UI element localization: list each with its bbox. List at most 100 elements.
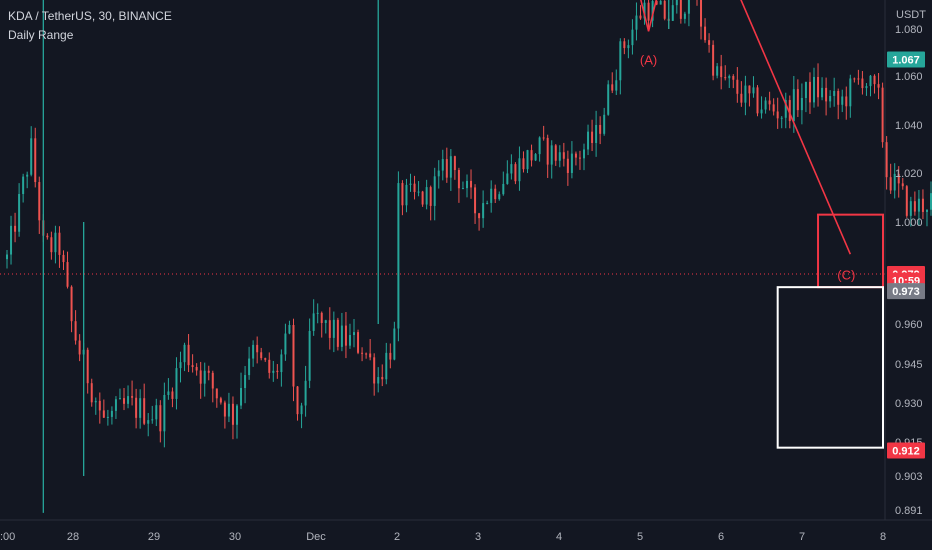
candle-body: [808, 81, 811, 103]
candle-body: [163, 394, 166, 432]
candle-body: [86, 349, 89, 384]
candle-body: [389, 352, 392, 360]
candle-body: [179, 362, 182, 369]
candle-body: [631, 29, 634, 46]
candle-body: [635, 15, 638, 30]
candle-body: [421, 191, 424, 205]
candle-body: [615, 80, 618, 91]
candle-body: [38, 182, 41, 221]
white-target-box[interactable]: [776, 286, 884, 449]
candle-body: [817, 76, 820, 98]
candle-body: [474, 187, 477, 214]
symbol-title[interactable]: KDA / TetherUS, 30, BINANCE: [8, 9, 172, 23]
candle-body: [607, 84, 610, 115]
candle-body: [50, 237, 53, 253]
price-badge-label: 1.067: [892, 55, 920, 67]
candle-body: [603, 114, 606, 134]
candle-body: [425, 187, 428, 205]
price-badge: [887, 51, 925, 68]
time-tick-label: 30: [229, 531, 241, 543]
candle-body: [865, 86, 868, 89]
candle-body: [54, 232, 57, 253]
candle-body: [675, 0, 678, 6]
candle-body: [554, 145, 557, 161]
candle-body: [397, 183, 400, 329]
drawings-layer[interactable]: (A) (C): [0, 0, 885, 449]
candle-body: [26, 174, 29, 177]
candle-body: [708, 40, 711, 45]
price-tick-label: 0.960: [895, 319, 923, 331]
candle-body: [901, 183, 904, 187]
price-tick-label: 0.891: [895, 505, 923, 517]
wave-label: (A): [640, 52, 657, 67]
candle-body: [74, 321, 77, 341]
candle-body: [199, 370, 202, 384]
candle-body: [272, 370, 275, 373]
candle-body: [385, 352, 388, 380]
candle-body: [671, 5, 674, 21]
candle-body: [478, 213, 481, 219]
candle-body: [405, 184, 408, 206]
price-tick-label: 1.080: [895, 24, 923, 36]
candle-body: [930, 193, 932, 210]
candle-body: [183, 344, 186, 363]
candle-body: [292, 325, 295, 387]
price-badge-label: 0.912: [892, 446, 920, 458]
wave-trendline[interactable]: [733, 0, 852, 255]
candle-body: [46, 235, 49, 238]
time-tick-label: 5: [637, 531, 643, 543]
time-tick-label: 6: [718, 531, 724, 543]
candle-body: [530, 150, 533, 161]
candle-body: [449, 156, 452, 178]
candle-body: [102, 410, 105, 418]
candle-body: [756, 87, 759, 114]
candle-body: [921, 198, 924, 212]
candle-body: [853, 78, 856, 80]
candle-body: [110, 410, 113, 417]
candle-body: [22, 176, 25, 194]
candle-body: [752, 87, 755, 94]
candle-body: [651, 0, 654, 21]
candle-body: [357, 332, 360, 353]
candle-body: [240, 387, 243, 406]
candle-body: [724, 77, 727, 79]
candle-body: [732, 76, 735, 80]
candle-body: [623, 41, 626, 49]
candle-body: [114, 399, 117, 411]
time-tick-label: 3: [475, 531, 481, 543]
candle-body: [813, 76, 815, 103]
candle-body: [171, 391, 174, 399]
candle-body: [740, 93, 743, 103]
candle-body: [663, 0, 666, 19]
candle-body: [268, 359, 271, 373]
candle-body: [365, 353, 368, 355]
candle-body: [308, 330, 311, 381]
candle-body: [361, 352, 364, 354]
candle-body: [175, 368, 178, 399]
candle-body: [66, 262, 69, 287]
wave-trendline[interactable]: [636, 0, 660, 32]
price-tick-label: 1.020: [895, 168, 923, 180]
candle-body: [106, 416, 109, 418]
time-tick-label: 8: [880, 531, 886, 543]
candle-body: [925, 209, 928, 212]
candle-body: [873, 75, 876, 85]
candle-body: [123, 398, 126, 404]
candle-body: [18, 193, 21, 232]
candle-body: [328, 320, 331, 338]
candle-body: [276, 370, 279, 373]
candle-body: [155, 405, 158, 420]
candle-body: [131, 396, 134, 398]
indicator-title[interactable]: Daily Range: [8, 28, 74, 42]
candle-body: [498, 194, 501, 200]
candle-body: [849, 78, 852, 107]
candle-body: [760, 109, 763, 114]
time-tick-label: Dec: [306, 531, 326, 543]
time-tick-label: 2: [394, 531, 400, 543]
candle-body: [841, 96, 844, 105]
time-axis[interactable]: :00 28 29 30 Dec 2 3 4 5 6 7 8: [0, 531, 886, 543]
candle-body: [534, 154, 537, 161]
candle-body: [215, 388, 218, 399]
candle-body: [332, 319, 335, 338]
